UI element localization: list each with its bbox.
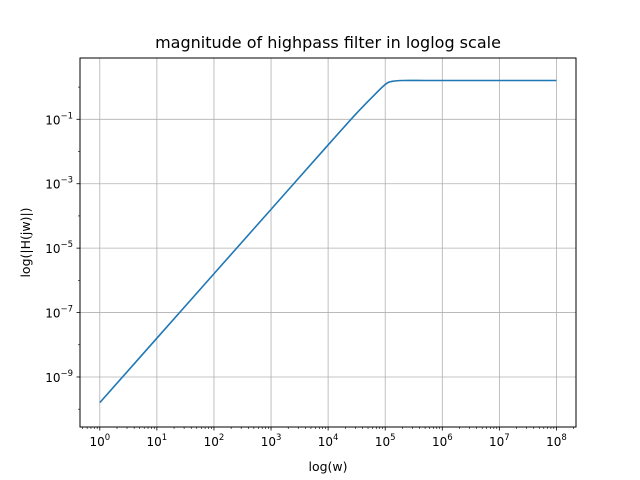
grid [80,58,576,427]
major-ticks [76,118,557,431]
x-tick-label-8: 108 [546,433,567,449]
x-tick-label-6: 106 [432,433,453,449]
y-tick-label-4: 10−9 [45,369,73,385]
plot-frame [79,57,577,428]
x-axis-label: log(w) [308,459,347,474]
x-tick-label-2: 102 [204,433,225,449]
y-tick-label-1: 10−3 [45,176,73,192]
x-tick-label-0: 100 [89,433,110,449]
x-tick-label-7: 107 [489,433,510,449]
x-tick-label-3: 103 [261,433,282,449]
y-tick-label-3: 10−7 [45,305,73,321]
x-tick-label-1: 101 [147,433,168,449]
x-tick-label-5: 105 [375,433,396,449]
series-line-0 [99,79,557,404]
y-tick-label-2: 10−5 [45,240,73,256]
tick-labels: 100 101 102 103 104 105 106 107 108 10−1 10−3 10−5 1… [45,111,567,449]
chart-title: magnitude of highpass filter in loglog s… [155,33,501,52]
y-axis-label: log(|H(jw)|) [18,207,33,277]
x-tick-label-4: 104 [318,433,339,449]
y-tick-label-0: 10−1 [45,111,73,127]
series-layer [99,79,557,404]
